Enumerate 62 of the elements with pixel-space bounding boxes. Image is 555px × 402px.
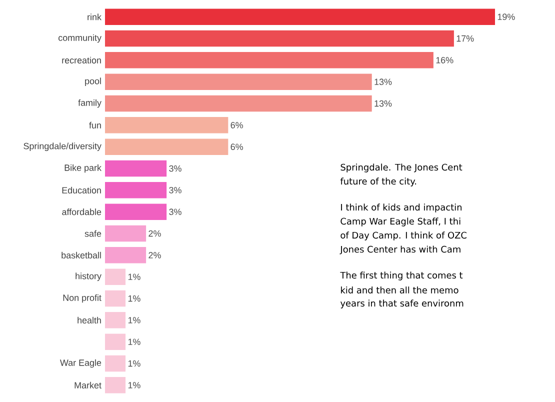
y-tick-label: safe	[84, 230, 102, 237]
bar	[105, 247, 146, 264]
annotation: years in that safe environm	[340, 300, 464, 308]
bar	[105, 30, 454, 47]
y-tick-label: family	[78, 99, 102, 108]
bar	[105, 160, 167, 177]
data-label: 16%	[436, 56, 454, 64]
annotation: kid and then all the memo	[341, 286, 458, 294]
bar	[105, 312, 126, 328]
data-label: 3%	[169, 186, 182, 194]
annotation: Jones Center has with Cam	[340, 246, 460, 254]
data-label: 13%	[374, 78, 392, 86]
annotation: future of the city.	[340, 178, 416, 186]
y-tick-label: Non profit	[63, 294, 102, 303]
y-tick-label: Education	[62, 186, 101, 194]
bar	[105, 74, 372, 90]
data-label: 3%	[169, 208, 182, 216]
y-tick-label: Market	[74, 382, 102, 388]
data-label: 17%	[456, 35, 474, 42]
y-tick-label: affordable	[62, 208, 102, 216]
data-label: 1%	[128, 274, 140, 280]
y-tick-label: fun	[89, 122, 101, 128]
bar	[105, 117, 228, 134]
annotation: I think of kids and impactin	[341, 204, 462, 212]
annotation: Camp War Eagle Staff, I thi	[340, 218, 460, 226]
data-label: 1%	[128, 295, 140, 302]
bar	[105, 8, 496, 25]
data-label: 19%	[498, 14, 515, 20]
data-label: 1%	[128, 317, 140, 324]
y-tick-label: Bike park	[64, 164, 102, 173]
data-label: 6%	[230, 122, 243, 128]
y-tick-label: rink	[88, 14, 102, 20]
annotation: The first thing that comes t	[340, 272, 463, 280]
data-label: 3%	[169, 165, 182, 172]
y-tick-label: health	[78, 316, 101, 324]
data-label: 6%	[230, 144, 243, 150]
data-label: 1%	[128, 382, 140, 388]
bar	[105, 225, 146, 242]
y-tick-label: community	[58, 34, 102, 43]
bar	[105, 355, 126, 372]
bar	[105, 138, 228, 155]
annotation: Springdale. The Jones Cent	[340, 164, 462, 172]
bar	[105, 377, 126, 394]
y-tick-label: basketball	[62, 252, 101, 258]
y-tick-label: recreation	[62, 56, 101, 64]
data-label: 1%	[128, 360, 140, 367]
y-tick-label: pool	[85, 78, 101, 86]
y-tick-label: history	[76, 272, 102, 282]
annotation: of Day Camp. I think of OZC	[340, 232, 466, 240]
bar	[105, 268, 126, 285]
data-label: 1%	[128, 338, 140, 345]
bar	[105, 182, 167, 198]
bar	[105, 95, 372, 112]
data-label: 2%	[148, 230, 161, 237]
bar	[105, 52, 434, 68]
y-tick-label: War Eagle	[60, 359, 102, 368]
bar	[105, 290, 126, 307]
y-tick-label: Springdale/diversity	[24, 142, 102, 152]
bar	[105, 334, 126, 350]
bar	[105, 204, 167, 220]
data-label: 2%	[148, 252, 161, 258]
data-label: 13%	[374, 100, 392, 107]
